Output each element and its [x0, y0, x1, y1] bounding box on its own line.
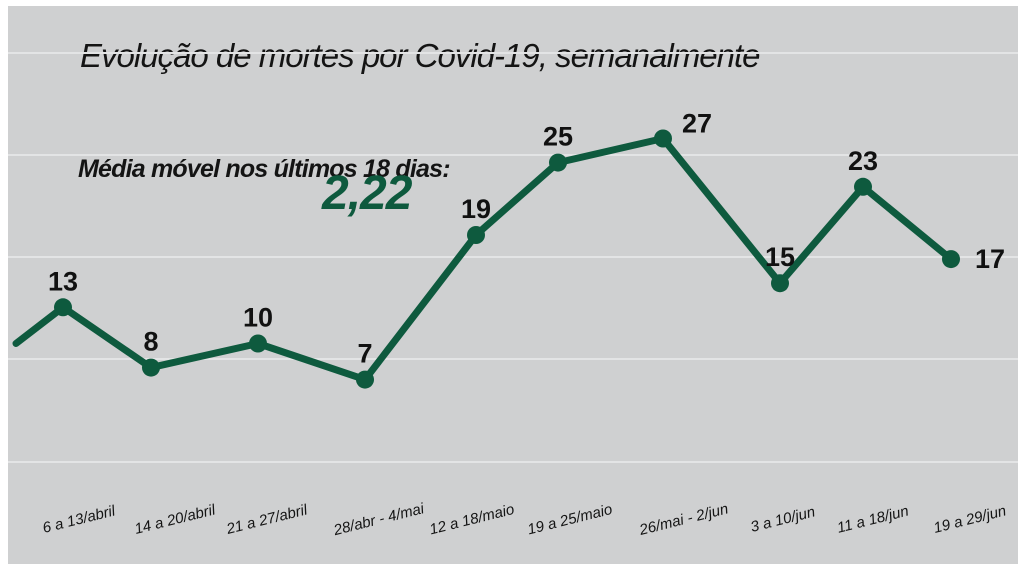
- data-label: 7: [357, 339, 372, 369]
- data-point: [467, 226, 485, 244]
- x-tick-label: 28/abr - 4/mai: [331, 500, 427, 539]
- x-tick-label: 14 a 20/abril: [133, 501, 218, 538]
- data-point: [142, 358, 160, 377]
- x-tick-label: 11 a 18/jun: [835, 503, 910, 537]
- data-label: 23: [848, 146, 878, 176]
- chart-panel: Evolução de mortes por Covid-19, semanal…: [8, 6, 1018, 564]
- data-point: [249, 334, 267, 353]
- data-point: [942, 250, 960, 269]
- x-tick-label: 26/mai - 2/jun: [637, 500, 730, 539]
- data-label: 8: [143, 327, 158, 357]
- data-label: 17: [975, 244, 1005, 274]
- data-point: [854, 177, 872, 196]
- data-point: [771, 274, 789, 293]
- data-point: [654, 129, 672, 148]
- moving-average-value: 2,22: [322, 167, 412, 220]
- x-tick-label: 3 a 10/jun: [749, 503, 817, 535]
- x-tick-label: 6 a 13/abril: [41, 502, 118, 537]
- chart-title: Evolução de mortes por Covid-19, semanal…: [80, 37, 761, 74]
- data-label: 10: [243, 303, 273, 333]
- data-label: 13: [48, 266, 78, 296]
- moving-average-label: Média móvel nos últimos 18 dias:: [78, 155, 451, 183]
- x-tick-label: 19 a 25/maio: [526, 501, 614, 538]
- x-tick-label: 21 a 27/abril: [224, 501, 310, 538]
- data-label: 27: [682, 109, 712, 139]
- gridlines: [8, 52, 1018, 463]
- data-label: 15: [765, 242, 795, 272]
- data-point: [54, 298, 72, 317]
- line-chart: 13 8 10 7 19 25 27 15 23 17 6 a 13/abril 14 a 20/ab…: [8, 52, 1018, 539]
- data-point: [356, 370, 374, 389]
- data-label: 19: [461, 194, 491, 224]
- data-point: [549, 153, 567, 172]
- x-tick-label: 12 a 18/maio: [428, 501, 516, 538]
- x-tick-label: 19 a 29/jun: [932, 502, 1008, 536]
- data-label: 25: [543, 122, 573, 152]
